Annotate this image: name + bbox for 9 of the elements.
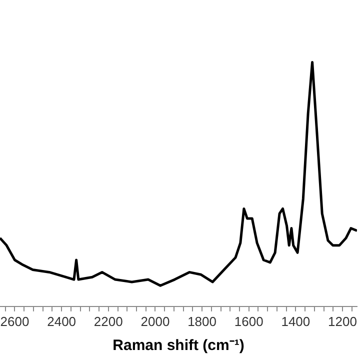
- x-axis-title: Raman shift (cm⁻¹): [112, 337, 244, 354]
- x-tick-label: 2000: [140, 314, 170, 329]
- x-tick-label: 1600: [234, 314, 264, 329]
- x-tick-label: 1400: [281, 314, 310, 329]
- x-tick-label: 2600: [0, 314, 30, 329]
- x-tick-label: 1200: [328, 314, 357, 329]
- x-tick-label: 2400: [47, 314, 76, 329]
- x-tick-label: 1800: [188, 314, 216, 329]
- x-tick-label: 2200: [94, 314, 123, 329]
